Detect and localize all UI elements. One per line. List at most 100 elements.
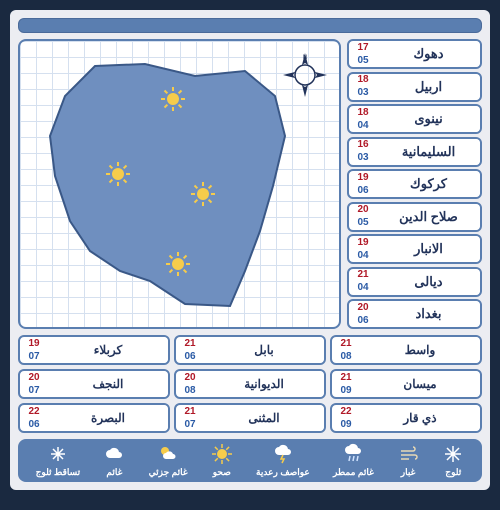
sun-icon: [165, 251, 191, 277]
city-card: البصرة2206: [18, 403, 170, 433]
city-temps: 2104: [349, 269, 377, 295]
city-card: بغداد2006: [347, 299, 482, 329]
low-temp: 03: [349, 152, 377, 165]
rain-icon: [342, 443, 364, 465]
high-temp: 17: [349, 41, 377, 54]
city-name: المثنى: [204, 405, 324, 431]
legend-label: غائم ممطر: [333, 467, 374, 478]
svg-text:N: N: [303, 55, 307, 61]
city-temps: 1906: [349, 171, 377, 197]
high-temp: 21: [332, 371, 360, 384]
city-temps: 2006: [349, 301, 377, 327]
legend-label: غبار: [401, 467, 416, 478]
city-card: دهوك1705: [347, 39, 482, 69]
city-name: كربلاء: [48, 337, 168, 363]
city-name: كركوك: [377, 171, 480, 197]
high-temp: 22: [332, 405, 360, 418]
legend-item: عواصف رعدية: [256, 443, 310, 478]
legend-label: تساقط ثلوج: [36, 467, 81, 478]
legend-item: ثلوج: [442, 443, 464, 478]
high-temp: 20: [20, 371, 48, 384]
city-name: اربيل: [377, 74, 480, 100]
legend-label: ثلوج: [445, 467, 461, 478]
high-temp: 20: [349, 301, 377, 314]
low-temp: 05: [349, 54, 377, 67]
city-temps: 2007: [20, 371, 48, 397]
low-temp: 07: [20, 350, 48, 363]
city-name: ديالى: [377, 269, 480, 295]
city-temps: 2008: [176, 371, 204, 397]
low-temp: 04: [349, 282, 377, 295]
high-temp: 19: [20, 337, 48, 350]
low-temp: 08: [176, 384, 204, 397]
city-card: الديوانية2008: [174, 369, 326, 399]
city-card: ميسان2109: [330, 369, 482, 399]
city-sidebar: دهوك1705اربيل1803نينوى1804السليمانية1603…: [347, 39, 482, 329]
city-name: الانبار: [377, 236, 480, 262]
city-card: كربلاء1907: [18, 335, 170, 365]
city-name: بابل: [204, 337, 324, 363]
sun-icon: [160, 86, 186, 112]
low-temp: 08: [332, 350, 360, 363]
city-temps: 2109: [332, 371, 360, 397]
low-temp: 07: [176, 418, 204, 431]
city-name: النجف: [48, 371, 168, 397]
city-card: المثنى2107: [174, 403, 326, 433]
city-card: بابل2106: [174, 335, 326, 365]
city-card: الانبار1904: [347, 234, 482, 264]
city-temps: 2108: [332, 337, 360, 363]
sun-icon: [190, 181, 216, 207]
city-temps: 1804: [349, 106, 377, 132]
city-name: واسط: [360, 337, 480, 363]
legend-label: عواصف رعدية: [256, 467, 310, 478]
title-bar: [18, 18, 482, 33]
city-card: السليمانية1603: [347, 137, 482, 167]
high-temp: 16: [349, 139, 377, 152]
low-temp: 03: [349, 87, 377, 100]
city-temps: 2106: [176, 337, 204, 363]
city-temps: 2107: [176, 405, 204, 431]
legend-item: غبار: [397, 443, 419, 478]
flake-icon: [442, 443, 464, 465]
high-temp: 22: [20, 405, 48, 418]
city-card: اربيل1803: [347, 72, 482, 102]
low-temp: 04: [349, 249, 377, 262]
legend-item: تساقط ثلوج: [36, 443, 81, 478]
city-temps: 2209: [332, 405, 360, 431]
low-temp: 06: [20, 418, 48, 431]
city-name: بغداد: [377, 301, 480, 327]
low-temp: 09: [332, 418, 360, 431]
city-temps: 2206: [20, 405, 48, 431]
high-temp: 18: [349, 106, 377, 119]
city-card: نينوى1804: [347, 104, 482, 134]
city-card: كركوك1906: [347, 169, 482, 199]
city-card: ديالى2104: [347, 267, 482, 297]
low-temp: 06: [176, 350, 204, 363]
high-temp: 21: [349, 269, 377, 282]
sun-icon: [211, 443, 233, 465]
city-card: ذي قار2209: [330, 403, 482, 433]
high-temp: 19: [349, 171, 377, 184]
compass-icon: N: [281, 51, 329, 99]
high-temp: 19: [349, 236, 377, 249]
low-temp: 07: [20, 384, 48, 397]
weather-frame: دهوك1705اربيل1803نينوى1804السليمانية1603…: [10, 10, 490, 490]
city-name: البصرة: [48, 405, 168, 431]
city-temps: 2005: [349, 204, 377, 230]
city-name: السليمانية: [377, 139, 480, 165]
city-name: دهوك: [377, 41, 480, 67]
partcloud-icon: [157, 443, 179, 465]
city-card: صلاح الدين2005: [347, 202, 482, 232]
bottom-city-grid: واسط2108بابل2106كربلاء1907ميسان2109الديو…: [18, 335, 482, 433]
city-temps: 1803: [349, 74, 377, 100]
low-temp: 04: [349, 119, 377, 132]
legend-item: صحو: [211, 443, 233, 478]
city-name: ذي قار: [360, 405, 480, 431]
city-name: الديوانية: [204, 371, 324, 397]
legend-label: غائم جزئي: [149, 467, 188, 478]
legend-item: غائم: [103, 443, 125, 478]
cloud-icon: [103, 443, 125, 465]
city-card: واسط2108: [330, 335, 482, 365]
high-temp: 20: [176, 371, 204, 384]
dust-icon: [397, 443, 419, 465]
